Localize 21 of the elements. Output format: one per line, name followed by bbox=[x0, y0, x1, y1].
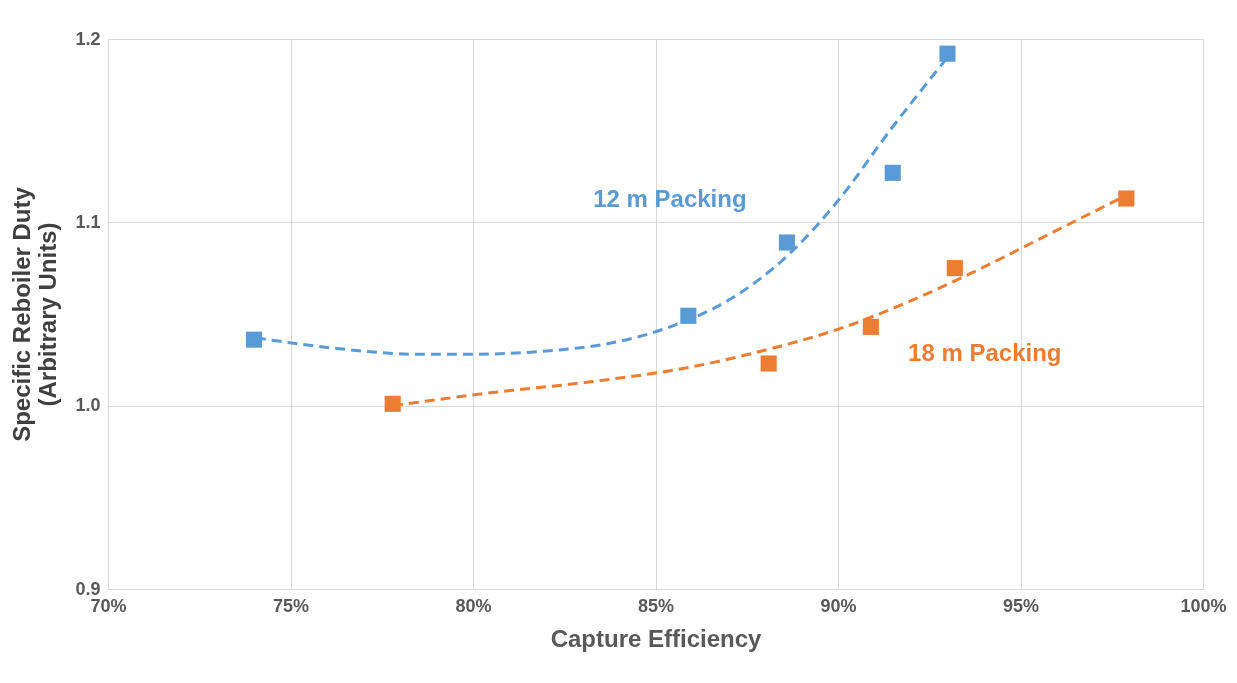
x-tick-label: 80% bbox=[455, 595, 492, 616]
y-tick-label: 1.0 bbox=[75, 395, 101, 416]
y-tick-label: 1.2 bbox=[75, 28, 101, 49]
point bbox=[884, 164, 901, 181]
x-tick-label: 85% bbox=[637, 595, 675, 616]
point bbox=[862, 318, 879, 335]
point bbox=[946, 260, 963, 277]
y-tick-label: 1.1 bbox=[75, 211, 101, 232]
x-axis-title: Capture Efficiency bbox=[550, 624, 763, 652]
point bbox=[760, 355, 777, 372]
point bbox=[245, 331, 263, 348]
y-axis-title: Specific Reboiler Duty (Arbitrary Units) bbox=[8, 186, 62, 442]
x-tick-label: 100% bbox=[1180, 595, 1227, 616]
point bbox=[939, 45, 956, 62]
point bbox=[778, 234, 795, 251]
point bbox=[1118, 190, 1135, 207]
x-tick-label: 90% bbox=[820, 595, 857, 616]
series-label: 18 m Packing bbox=[908, 339, 1062, 367]
series-label: 12 m Packing bbox=[593, 184, 747, 212]
x-tick-label: 95% bbox=[1002, 595, 1040, 616]
x-tick-label: 75% bbox=[272, 595, 310, 616]
